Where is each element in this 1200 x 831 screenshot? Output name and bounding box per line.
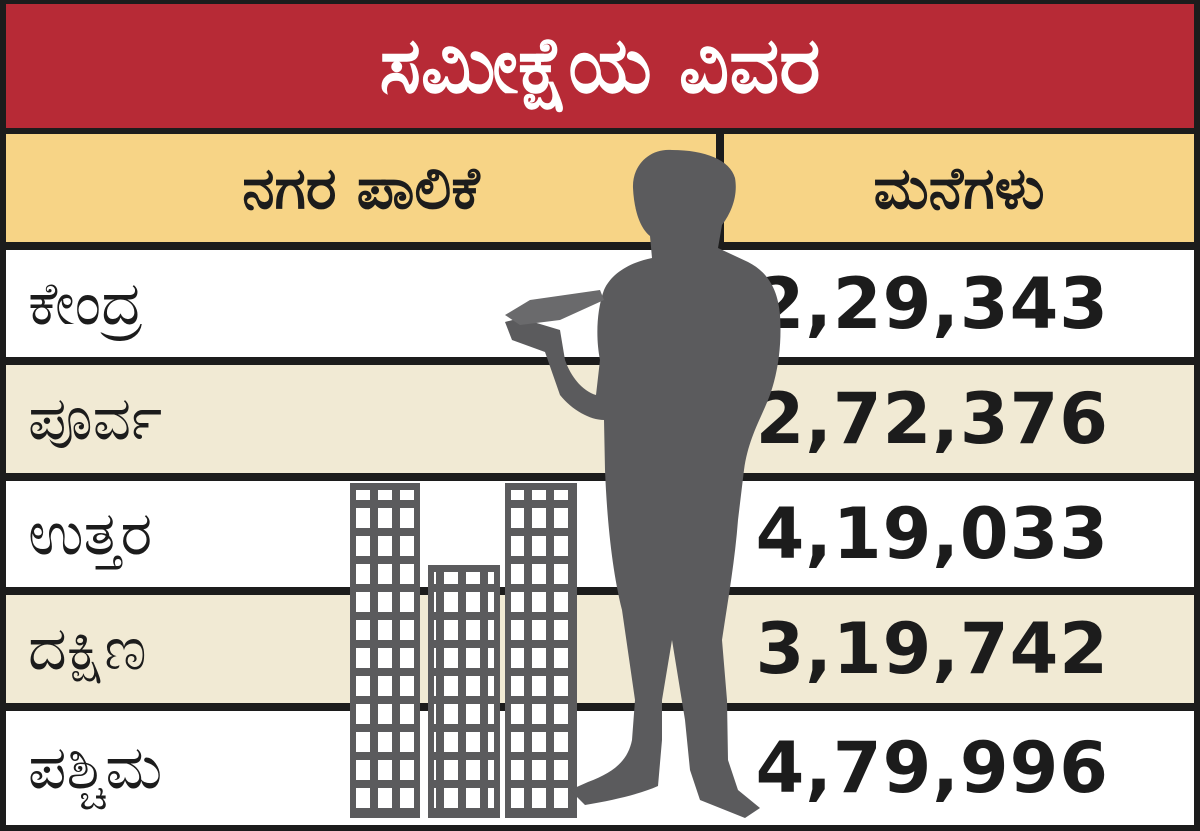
zone-name: ಉತ್ತರ xyxy=(28,499,153,569)
house-count: 2,29,343 xyxy=(755,262,1109,345)
table-row: ಉತ್ತರ 4,19,033 xyxy=(6,481,1194,587)
column-header-zone: ನಗರ ಪಾಲಿಕೆ xyxy=(242,153,480,222)
house-count: 2,72,376 xyxy=(755,378,1109,460)
zone-name: ಕೇಂದ್ರ xyxy=(28,268,143,339)
house-count: 4,79,996 xyxy=(755,727,1109,809)
title-bar: ಸಮೀಕ್ಷೆಯ ವಿವರ xyxy=(6,4,1194,128)
zone-name: ಪಶ್ಚಿಮ xyxy=(28,733,163,803)
table-row: ಪಶ್ಚಿಮ 4,79,996 xyxy=(6,711,1194,825)
house-count: 3,19,742 xyxy=(755,608,1109,690)
zone-name: ಪೂರ್ವ xyxy=(28,384,163,454)
header-divider xyxy=(716,134,724,242)
column-header-houses: ಮನೆಗಳು xyxy=(873,153,1045,222)
table-row: ಪೂರ್ವ 2,72,376 xyxy=(6,365,1194,473)
zone-name: ದಕ್ಷಿಣ xyxy=(28,614,147,684)
table-row: ಕೇಂದ್ರ 2,29,343 xyxy=(6,250,1194,357)
header-zone-cell: ನಗರ ಪಾಲಿಕೆ xyxy=(6,134,716,242)
header-houses-cell: ಮನೆಗಳು xyxy=(724,134,1194,242)
page-title: ಸಮೀಕ್ಷೆಯ ವಿವರ xyxy=(379,20,821,111)
house-count: 4,19,033 xyxy=(755,493,1109,575)
table-row: ದಕ್ಷಿಣ 3,19,742 xyxy=(6,595,1194,703)
